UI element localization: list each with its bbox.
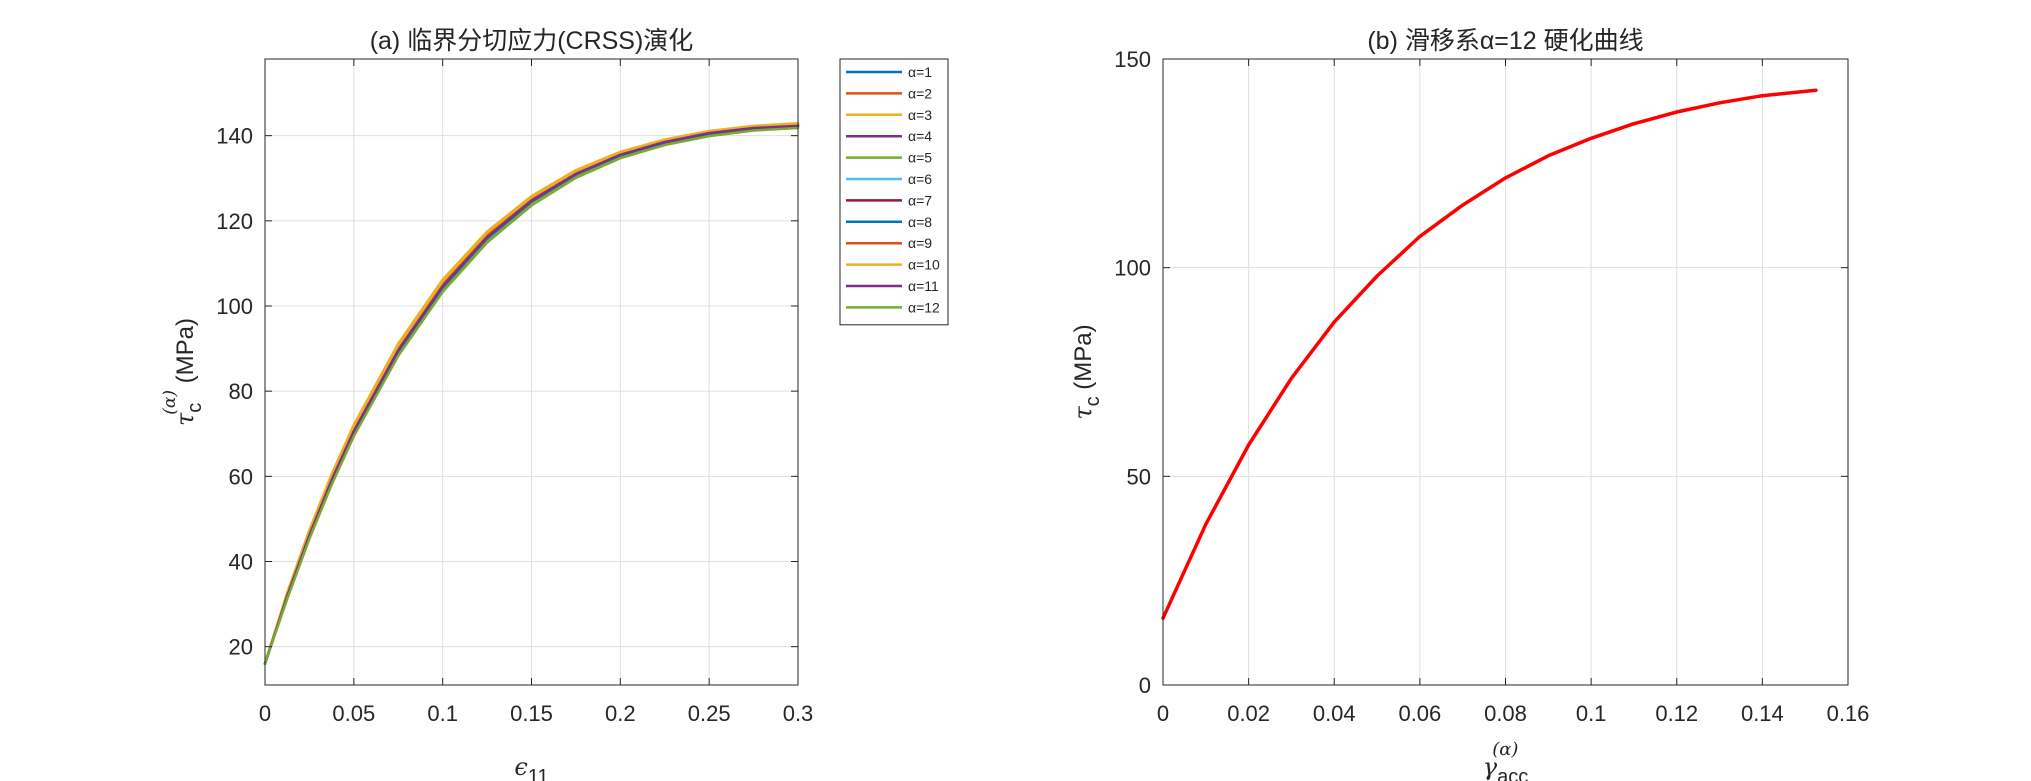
y-tick-label: 100	[1114, 256, 1151, 281]
x-tick-label: 0.16	[1827, 701, 1870, 726]
x-tick-label: 0.12	[1655, 701, 1698, 726]
legend-label-6: α=6	[908, 171, 932, 187]
x-axis-label: γacc (α)	[1483, 739, 1528, 781]
x-tick-label: 0.14	[1741, 701, 1784, 726]
y-tick-label: 50	[1127, 464, 1151, 489]
y-axis-unit: (MPa)	[172, 318, 199, 390]
chart-b: 0 0.02 0.04 0.06 0.08 0.1 0.12 0.14 0.16 0 50 100 15…	[1069, 27, 1869, 781]
y-axis-symbol: τ	[171, 412, 199, 426]
x-axis-symbol: ϵ	[514, 753, 527, 781]
series-line-11	[263, 124, 800, 665]
x-tick-label: 0.1	[427, 701, 458, 726]
y-axis-label: τc (α) (MPa)	[160, 318, 206, 426]
series-line-1	[1161, 88, 1818, 620]
x-tick-label: 0	[1157, 701, 1169, 726]
series-line-12	[263, 126, 800, 665]
legend-label-1: α=1	[908, 64, 932, 80]
y-axis-symbol: τ	[1069, 406, 1097, 420]
chart-a: 0 0.05 0.1 0.15 0.2 0.25 0.3 20 40 60 80 100 120 140 (…	[160, 27, 949, 781]
x-tick-label: 0.02	[1227, 701, 1270, 726]
x-axis-superscript: (α)	[1492, 739, 1518, 760]
y-tick-label: 0	[1139, 673, 1151, 698]
legend-label-7: α=7	[908, 192, 932, 208]
x-tick-label: 0.25	[688, 701, 731, 726]
legend-label-5: α=5	[908, 150, 932, 166]
x-axis-subscript: acc	[1497, 766, 1528, 781]
legend-label-10: α=10	[908, 257, 940, 273]
x-tick-label: 0.1	[1576, 701, 1607, 726]
series-line-10	[263, 122, 800, 665]
legend-label-9: α=9	[908, 235, 932, 251]
legend-label-3: α=3	[908, 107, 932, 123]
x-tick-label: 0.05	[332, 701, 375, 726]
chart-title: (a) 临界分切应力(CRSS)演化	[370, 27, 694, 55]
legend-label-8: α=8	[908, 214, 932, 230]
y-tick-label: 60	[229, 464, 253, 489]
y-axis-unit: (MPa)	[1070, 324, 1097, 396]
x-tick-label: 0	[259, 701, 271, 726]
legend-label-11: α=11	[908, 278, 939, 294]
chart-title: (b) 滑移系α=12 硬化曲线	[1367, 27, 1643, 55]
x-axis-subscript: 11	[528, 766, 549, 781]
x-tick-label: 0.04	[1313, 701, 1356, 726]
y-axis-subscript: c	[184, 403, 206, 413]
legend-label-12: α=12	[908, 299, 940, 315]
x-tick-label: 0.06	[1398, 701, 1441, 726]
x-axis-label: ϵ11	[514, 753, 548, 781]
x-tick-label: 0.3	[783, 701, 814, 726]
y-tick-label: 140	[216, 124, 253, 149]
y-axis-superscript: (α)	[160, 390, 180, 415]
y-tick-label: 150	[1114, 47, 1151, 72]
legend-box	[839, 58, 949, 326]
y-tick-label: 100	[216, 294, 253, 319]
grid	[264, 59, 799, 685]
x-tick-label: 0.15	[510, 701, 553, 726]
x-axis-symbol: γ	[1483, 753, 1498, 781]
y-axis-label: τc (MPa)	[1069, 324, 1104, 419]
legend-label-2: α=2	[908, 85, 932, 101]
x-tick-label: 0.2	[605, 701, 636, 726]
y-tick-label: 120	[216, 209, 253, 234]
legend-label-4: α=4	[908, 128, 932, 144]
x-tick-label: 0.08	[1484, 701, 1527, 726]
y-tick-label: 20	[229, 635, 253, 660]
y-axis-subscript: c	[1082, 396, 1104, 406]
y-tick-label: 40	[229, 550, 253, 575]
legend: α=1 α=2 α=3 α=4 α=5 α=6 α=7 α=8 α=9 α=10 α=11 α=12	[839, 58, 949, 326]
y-tick-label: 80	[229, 379, 253, 404]
